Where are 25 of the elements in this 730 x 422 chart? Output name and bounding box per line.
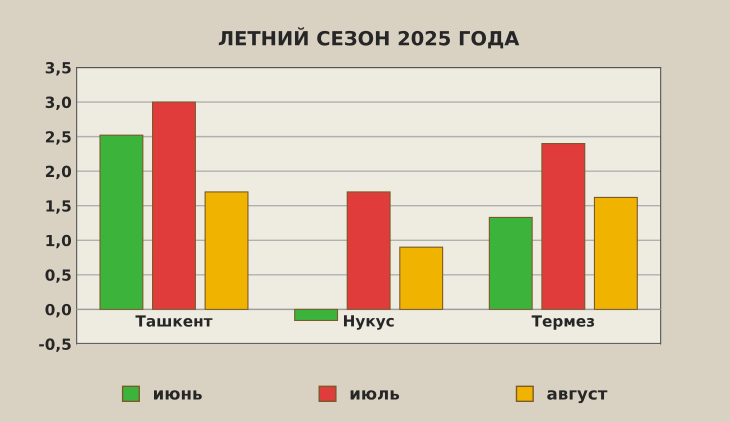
y-tick-label: -0,5 [39,338,71,352]
x-tick-label: Ташкент [136,315,212,327]
legend-label: июль [350,390,400,400]
chart-title: ЛЕТНИЙ СЕЗОН 2025 ГОДА [218,27,520,48]
bar [346,191,391,310]
bar [594,196,638,310]
x-tick-label: Термез [532,315,594,330]
y-tick-label: 1,0 [46,234,72,248]
bar [541,142,586,310]
y-tick-label: 1,5 [46,200,71,214]
y-tick-label: 0,5 [45,269,71,283]
bar [99,134,144,310]
y-tick-label: 3,5 [46,62,71,76]
y-tick-label: 2,5 [46,131,71,145]
y-tick-label: 0,0 [45,304,72,318]
legend-label: август [547,390,608,404]
bar [488,216,533,310]
bar [204,191,249,310]
bar [152,102,196,310]
y-tick-label: 2,0 [46,166,72,180]
y-tick-label: 3,0 [46,96,72,110]
bar [399,246,444,310]
legend-label: июнь [154,390,202,400]
x-tick-label: Нукус [344,315,394,330]
bar [294,308,338,321]
